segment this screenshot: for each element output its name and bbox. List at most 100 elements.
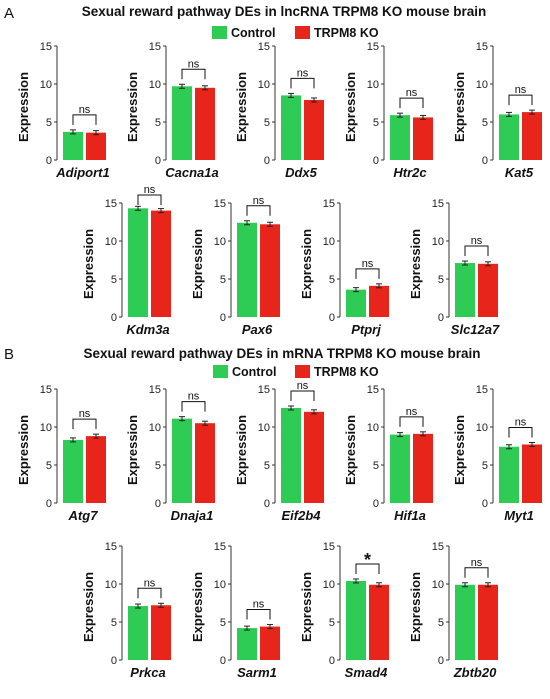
bar-control-smad4 (346, 580, 366, 660)
significance-label: ns (362, 258, 374, 270)
panel-b-title: Sexual reward pathway DEs in mRNA TRPM8 … (83, 346, 480, 361)
legend-b-control-label: Control (232, 365, 276, 379)
y-axis-label: Expression (452, 415, 467, 485)
y-tick-label: 15 (149, 384, 161, 396)
y-tick-label: 15 (323, 541, 335, 553)
y-tick-label: 15 (367, 41, 379, 53)
y-tick-label: 0 (111, 655, 117, 667)
y-tick-label: 5 (264, 460, 270, 472)
legend-a-ko-label: TRPM8 KO (314, 26, 379, 40)
y-tick-label: 15 (214, 198, 226, 210)
significance-bracket (290, 390, 315, 401)
y-tick-label: 10 (432, 579, 444, 591)
subplot-prkca: 0 5 10 15 Expression ns Prkca (81, 541, 171, 680)
y-tick-label: 5 (373, 460, 379, 472)
subplot-kdm3a: 0 5 10 15 Expression ns Kdm3a (81, 184, 171, 337)
bar-ko-dnaja1 (195, 423, 215, 503)
significance-label: ns (144, 577, 156, 589)
y-axis-label: Expression (125, 72, 140, 142)
significance-label: ns (515, 84, 527, 96)
gene-label-htr2c: Htr2c (393, 165, 427, 180)
significance-bracket (72, 114, 97, 125)
significance-label: ns (406, 406, 418, 418)
y-tick-label: 5 (46, 117, 52, 129)
bar-control-sarm1 (237, 628, 257, 660)
y-tick-label: 10 (367, 422, 379, 434)
bar-control-zbtb20 (455, 584, 475, 660)
gene-label-zbtb20: Zbtb20 (453, 665, 497, 680)
legend-b-ko-swatch (295, 365, 310, 378)
y-tick-label: 5 (329, 274, 335, 286)
bar-ko-smad4 (369, 584, 389, 660)
legend-a-ko-swatch (295, 26, 310, 39)
significance-label: ns (297, 380, 309, 392)
panel-a-label: A (4, 5, 14, 22)
y-tick-label: 5 (438, 617, 444, 629)
y-tick-label: 0 (264, 498, 270, 510)
y-tick-label: 15 (432, 541, 444, 553)
y-axis-label: Expression (408, 229, 423, 299)
bar-ko-kat5 (522, 112, 542, 160)
bar-control-eif2b4 (281, 408, 301, 503)
y-tick-label: 5 (220, 617, 226, 629)
y-tick-label: 15 (258, 41, 270, 53)
y-tick-label: 0 (220, 312, 226, 324)
significance-label: ns (471, 557, 483, 569)
panel-a-legend: Control TRPM8 KO (212, 26, 379, 40)
y-axis-label: Expression (190, 229, 205, 299)
y-tick-label: 15 (40, 41, 52, 53)
y-tick-label: 15 (476, 41, 488, 53)
y-tick-label: 0 (264, 155, 270, 167)
significance-label: ns (297, 67, 309, 79)
subplot-sarm1: 0 5 10 15 Expression ns Sarm1 (190, 541, 280, 680)
subplot-kat5: 0 5 10 15 Expression ns Kat5 (452, 41, 542, 180)
significance-label: ns (79, 408, 91, 420)
significance-bracket (464, 245, 489, 257)
significance-bracket (72, 418, 97, 430)
y-tick-label: 0 (329, 655, 335, 667)
gene-label-cacna1a: Cacna1a (165, 165, 218, 180)
y-tick-label: 5 (155, 117, 161, 129)
significance-label: ns (253, 599, 265, 611)
subplot-ptprj: 0 5 10 15 Expression ns Ptprj (299, 198, 389, 337)
significance-label: * (364, 550, 371, 570)
y-tick-label: 15 (149, 41, 161, 53)
significance-bracket (399, 97, 424, 109)
significance-bracket (246, 205, 271, 216)
y-tick-label: 0 (111, 312, 117, 324)
significance-label: ns (406, 87, 418, 99)
y-tick-label: 5 (482, 117, 488, 129)
bar-control-cacna1a (172, 86, 192, 160)
subplot-atg7: 0 5 10 15 Expression ns Atg7 (16, 384, 106, 523)
y-tick-label: 0 (46, 155, 52, 167)
y-tick-label: 10 (214, 236, 226, 248)
bar-control-atg7 (63, 439, 83, 503)
subplot-eif2b4: 0 5 10 15 Expression ns Eif2b4 (234, 380, 324, 523)
significance-label: ns (144, 184, 156, 196)
y-tick-label: 15 (367, 384, 379, 396)
bar-ko-slc12a7 (478, 263, 498, 317)
y-tick-label: 15 (432, 198, 444, 210)
y-axis-label: Expression (81, 572, 96, 642)
y-tick-label: 0 (155, 498, 161, 510)
subplot-htr2c: 0 5 10 15 Expression ns Htr2c (343, 41, 433, 180)
y-tick-label: 5 (438, 274, 444, 286)
gene-label-atg7: Atg7 (68, 508, 99, 523)
panel-b-legend: Control TRPM8 KO (213, 365, 379, 379)
y-tick-label: 15 (476, 384, 488, 396)
significance-label: ns (79, 104, 91, 116)
significance-bracket (181, 68, 206, 80)
gene-label-prkca: Prkca (130, 665, 165, 680)
y-tick-label: 5 (46, 460, 52, 472)
y-tick-label: 15 (214, 541, 226, 553)
y-tick-label: 5 (155, 460, 161, 472)
gene-label-ddx5: Ddx5 (285, 165, 318, 180)
panel-a-title: Sexual reward pathway DEs in lncRNA TRPM… (82, 4, 487, 19)
y-tick-label: 10 (105, 579, 117, 591)
y-tick-label: 15 (40, 384, 52, 396)
bar-ko-cacna1a (195, 87, 215, 160)
bar-control-dnaja1 (172, 418, 192, 503)
y-axis-label: Expression (452, 72, 467, 142)
gene-label-kat5: Kat5 (505, 165, 534, 180)
